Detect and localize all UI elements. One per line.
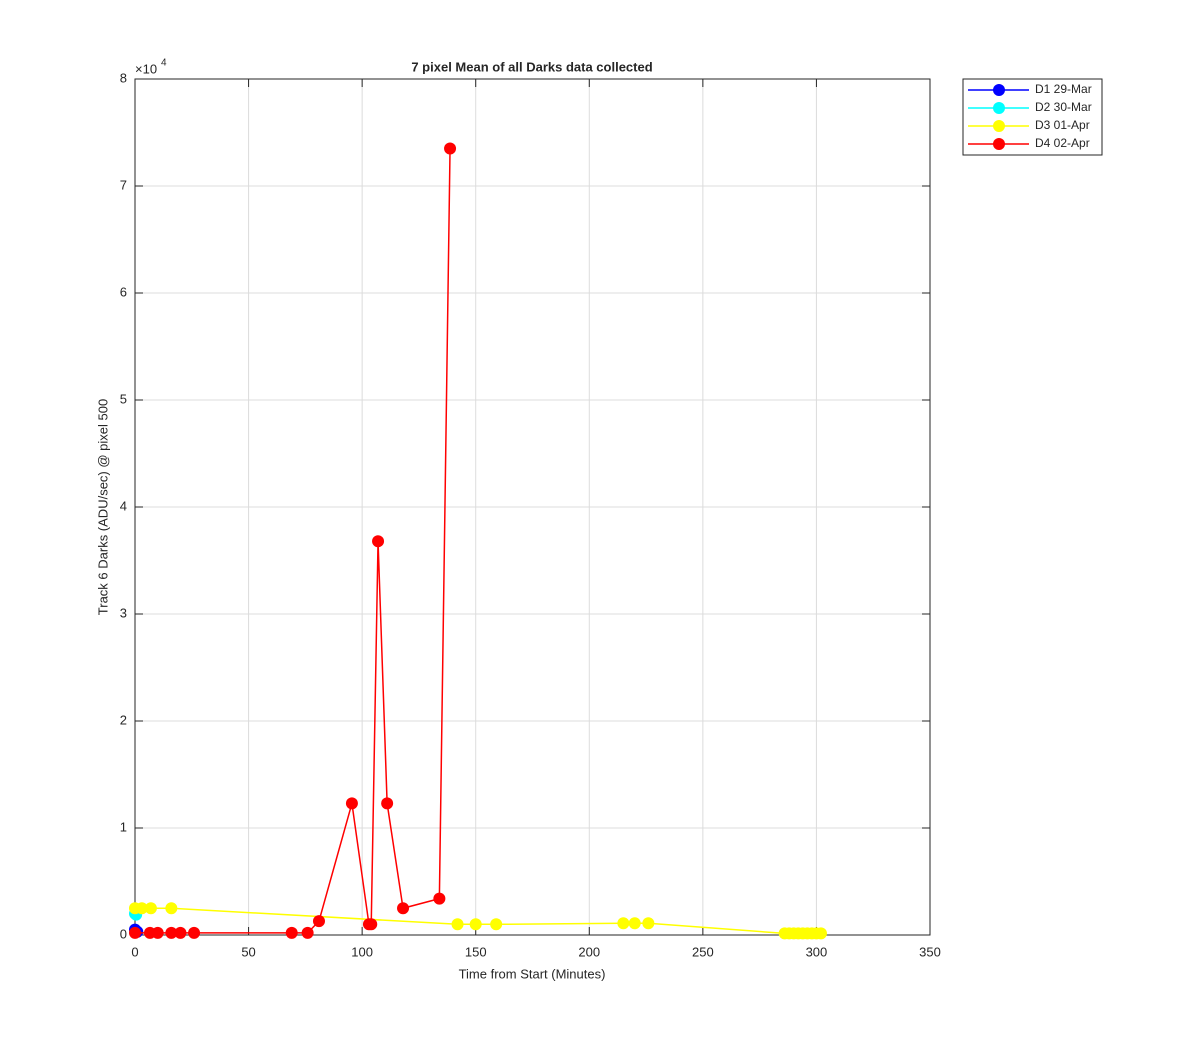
data-point (144, 902, 157, 915)
legend-marker (993, 120, 1005, 132)
legend-label: D2 30-Mar (1035, 100, 1092, 114)
data-point (451, 918, 464, 931)
legend-label: D4 02-Apr (1035, 136, 1090, 150)
legend-box (962, 78, 1103, 156)
y-multiplier: ×10 (135, 61, 157, 76)
data-point (814, 927, 827, 940)
y-tick-label: 2 (120, 712, 127, 727)
y-axis-label: Track 6 Darks (ADU/sec) @ pixel 500 (95, 399, 110, 615)
data-point (381, 797, 394, 810)
x-tick-label: 0 (131, 944, 138, 959)
x-tick-label: 250 (692, 944, 714, 959)
x-tick-label: 300 (806, 944, 828, 959)
data-point (285, 926, 298, 939)
legend-marker (993, 138, 1005, 150)
data-point (345, 797, 358, 810)
data-point (365, 918, 378, 931)
data-point (617, 917, 630, 930)
legend-label: D3 01-Apr (1035, 118, 1090, 132)
data-point (165, 902, 178, 915)
y-tick-label: 6 (120, 284, 127, 299)
axes-box (134, 78, 931, 936)
x-tick-label: 350 (919, 944, 941, 959)
legend-marker (993, 84, 1005, 96)
data-point (642, 917, 655, 930)
y-tick-label: 8 (120, 70, 127, 85)
legend-marker (993, 102, 1005, 114)
data-point (469, 918, 482, 931)
data-point (301, 926, 314, 939)
x-tick-label: 100 (351, 944, 373, 959)
data-point (490, 918, 503, 931)
y-multiplier-exponent: 4 (161, 58, 167, 69)
data-point (444, 142, 457, 155)
data-point (135, 902, 148, 915)
x-tick-label: 200 (578, 944, 600, 959)
x-tick-label: 150 (465, 944, 487, 959)
x-tick-label: 50 (241, 944, 255, 959)
chart-title: 7 pixel Mean of all Darks data collected (411, 59, 652, 74)
data-point (397, 902, 410, 915)
legend-label: D1 29-Mar (1035, 82, 1092, 96)
y-tick-label: 1 (120, 819, 127, 834)
data-point (188, 926, 201, 939)
y-tick-label: 0 (120, 926, 127, 941)
data-point (165, 926, 178, 939)
data-point (129, 926, 141, 939)
y-tick-label: 5 (120, 391, 127, 406)
y-tick-label: 4 (120, 498, 127, 513)
y-tick-label: 7 (120, 177, 127, 192)
data-point (372, 535, 385, 548)
data-point (433, 892, 446, 905)
data-point (151, 926, 164, 939)
y-tick-label: 3 (120, 605, 127, 620)
data-point (628, 917, 641, 930)
x-axis-label: Time from Start (Minutes) (459, 966, 606, 981)
data-point (174, 926, 187, 939)
data-point (312, 915, 325, 928)
